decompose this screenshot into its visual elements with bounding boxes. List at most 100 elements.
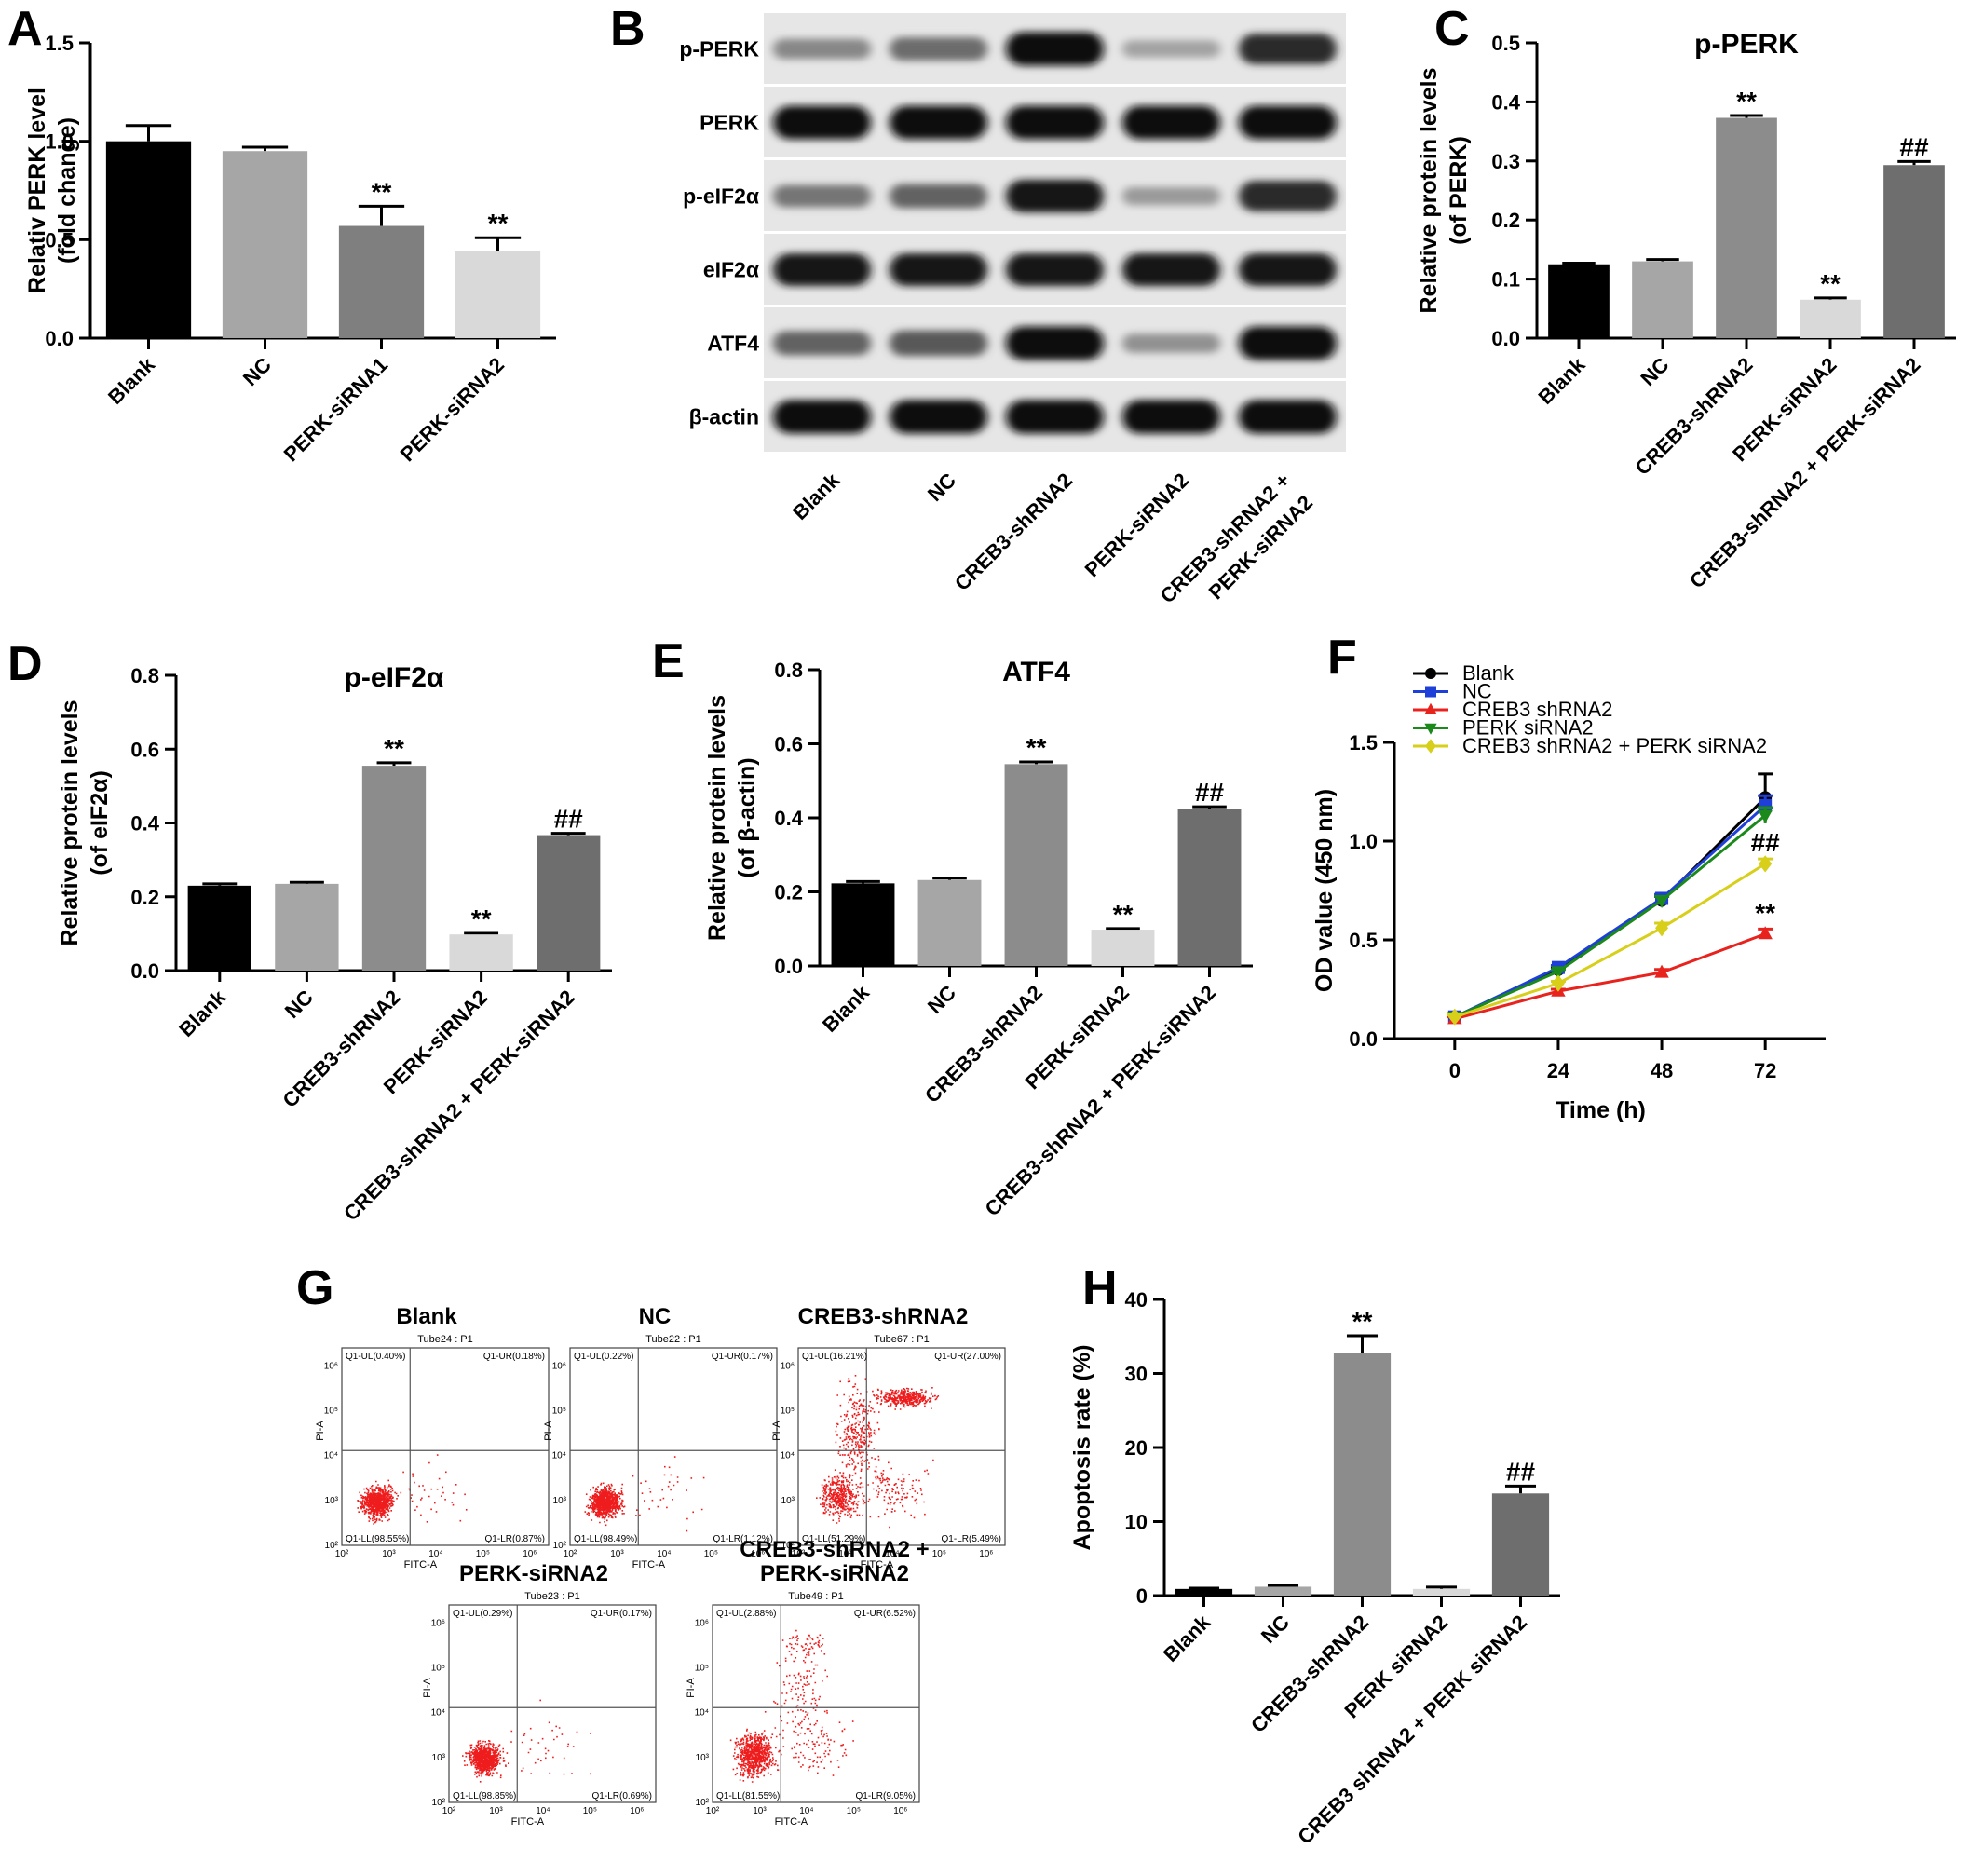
x-tick-label: 10⁵ [583,1806,597,1816]
data-point [1425,686,1436,698]
y-tick-label: 0 [1136,1584,1148,1608]
y-tick-label: 0.0 [45,327,74,350]
quadrant-ul-label: Q1-UL(2.88%) [716,1609,776,1619]
flow-tube-label: Tube24 : P1 [417,1334,473,1345]
panel-letter: B [610,2,645,56]
bar [1004,764,1068,966]
y-tick-label: 10⁵ [695,1663,709,1673]
data-point [1759,855,1773,873]
y-axis-title: PI-A [422,1678,433,1698]
y-axis-title: OD value (450 nm) [1311,789,1338,992]
blot-band [1006,326,1104,360]
blot-band [1239,400,1337,434]
y-tick-label: 10² [781,1541,795,1551]
blot-band [1006,32,1104,66]
blot-band [773,400,871,434]
data-point [1425,739,1436,754]
bar [1254,1586,1312,1596]
x-tick-label: 10³ [382,1549,396,1559]
significance-mark: ** [1352,1307,1373,1336]
blot-band [1239,181,1337,211]
panel-letter: D [7,637,43,691]
panel-letter: G [296,1261,333,1315]
quadrant-ll-label: Q1-LL(98.55%) [346,1534,409,1544]
data-point [1424,702,1437,714]
blot-band [1122,105,1220,140]
bar [187,885,251,971]
flow-plot-title: NC [639,1304,672,1329]
y-tick-label: 0.4 [130,812,159,836]
category-label: NC [1636,353,1673,390]
flow-events [462,1699,591,1783]
y-tick-label: 10⁵ [781,1406,795,1416]
y-tick-label: 10⁵ [431,1663,445,1673]
blot-band [890,105,987,140]
flow-plot: NC Tube22 : P1 Q1-UL(0.22%) Q1-UR(0.17%) Q1-… [543,1304,778,1570]
bar [1175,1588,1233,1596]
x-tick-label: 10⁵ [932,1549,946,1559]
bar [1716,117,1777,338]
y-tick-label: 10⁶ [695,1618,709,1628]
blot-band [773,184,871,208]
blot-band [1122,40,1220,58]
x-tick-label: 72 [1754,1059,1776,1082]
flow-plot-title: CREB3-shRNA2 + [740,1537,929,1562]
y-tick-label: 40 [1125,1288,1148,1312]
series-line [1454,814,1767,1019]
panel-labels: A B C D E F G H [7,2,1470,1315]
category-label: NC [280,986,318,1023]
y-tick-label: 10⁴ [324,1451,338,1461]
y-tick-label: 30 [1125,1363,1148,1386]
category-label: PERK-siRNA2 [396,353,509,466]
y-tick-label: 0.0 [1491,327,1520,350]
blot-row-label: PERK [700,111,759,135]
y-tick-label: 10⁶ [552,1361,566,1371]
x-axis-title: FITC-A [404,1559,438,1570]
y-tick-label: 10³ [696,1753,710,1763]
x-tick-label: 10² [335,1549,349,1559]
bar [537,835,601,971]
blot-band [890,400,987,434]
x-tick-label: 10⁴ [657,1549,671,1559]
y-axis-title: (of eIF2α) [87,770,113,876]
blot-band [1122,333,1220,353]
y-axis-title: Relative protein levels [57,700,83,945]
category-label: PERK-siRNA1 [279,353,392,466]
blot-band [890,253,987,286]
quadrant-lr-label: Q1-LR(0.87%) [485,1534,545,1544]
y-tick-label: 0.5 [45,228,74,251]
category-label: NC [923,981,960,1018]
flow-tube-label: Tube49 : P1 [788,1591,844,1602]
y-tick-label: 0.8 [130,664,159,687]
legend-label: Blank [1462,661,1515,685]
x-tick-label: 10² [442,1806,456,1816]
bar [222,151,308,338]
flow-plot-title: CREB3-shRNA2 [798,1304,969,1329]
y-axis-title: (fold change) [54,117,80,264]
y-tick-label: 10⁴ [552,1451,566,1461]
blot-band [1006,400,1104,434]
y-tick-label: 1.0 [45,130,74,154]
y-tick-label: 1.0 [1349,830,1378,853]
flow-plot-title: Blank [396,1304,457,1329]
legend-label: PERK siRNA2 [1462,716,1594,740]
bar [361,766,427,971]
x-tick-label: 10³ [753,1806,767,1816]
quadrant-ur-label: Q1-UR(6.52%) [854,1609,916,1619]
series-1 [1447,794,1773,1024]
y-axis-title: (of β-actin) [734,757,760,877]
x-axis-title: Time (h) [1556,1097,1646,1123]
y-tick-label: 0.2 [1491,209,1520,232]
y-axis-title: Relative protein levels [704,695,730,941]
flow-tube-label: Tube23 : P1 [524,1591,580,1602]
y-axis-title: PI-A [771,1421,782,1441]
blot-band [1006,180,1104,212]
category-label: Blank [103,352,160,409]
y-tick-label: 10³ [553,1496,567,1506]
y-tick-label: 10³ [432,1753,446,1763]
blot-lane-label: Blank [788,468,845,524]
y-tick-label: 10 [1125,1511,1148,1534]
bar [1177,809,1242,966]
